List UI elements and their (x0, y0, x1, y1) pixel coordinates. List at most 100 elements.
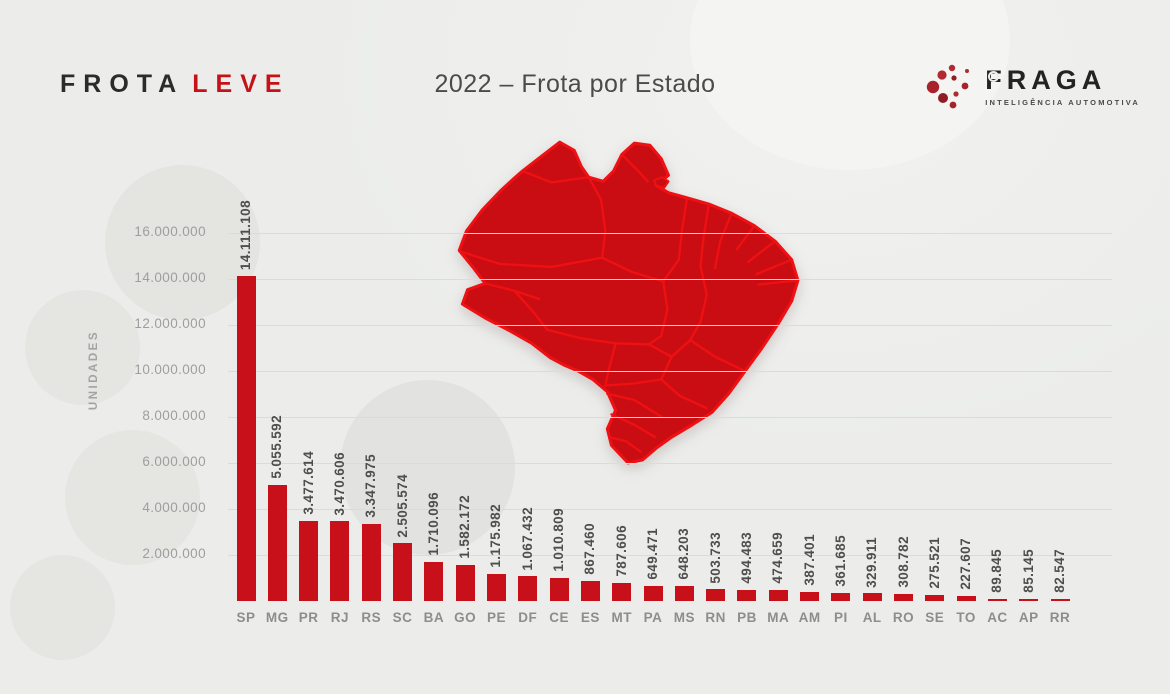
y-gridline (228, 509, 1112, 510)
fraga-logo: FRAGA INTELIGÊNCIA AUTOMOTIVA (923, 60, 1140, 114)
bar-ES (580, 581, 600, 601)
bar-value-label-ES: 867.460 (582, 523, 598, 576)
y-tick-label: 14.000.000 (134, 270, 206, 285)
x-tick-label-RO: RO (892, 610, 915, 625)
bar-value-label-BA: 1.710.096 (425, 492, 441, 556)
x-tick-label-PR: PR (298, 610, 319, 625)
fraga-logo-name: FRAGA (985, 67, 1140, 94)
bar-AL (862, 593, 882, 601)
bar-SC (393, 543, 413, 601)
bar-CE (549, 577, 569, 601)
bar-AM (800, 592, 820, 601)
bar-value-label-RJ: 3.470.606 (331, 451, 347, 516)
bar-PI (831, 592, 851, 601)
bar-value-label-SC: 2.505.574 (394, 473, 410, 538)
x-tick-label-AP: AP (1018, 610, 1039, 625)
bar-RR (1050, 598, 1070, 601)
bar-PA (643, 586, 663, 601)
x-tick-label-AM: AM (798, 610, 821, 625)
bar-value-label-CE: 1.010.809 (551, 508, 567, 572)
fraga-logo-text: FRAGA INTELIGÊNCIA AUTOMOTIVA (985, 67, 1140, 108)
y-tick-label: 6.000.000 (142, 454, 206, 469)
bar-PB (737, 589, 757, 601)
bar-TO (956, 595, 976, 601)
bar-RO (894, 593, 913, 601)
y-tick-label: 16.000.000 (134, 224, 206, 239)
bar-PR (299, 521, 319, 601)
x-tick-label-RJ: RJ (330, 610, 350, 625)
bar-value-label-RR: 82.547 (1052, 548, 1068, 593)
x-tick-label-AL: AL (862, 610, 882, 625)
bar-value-label-PI: 361.685 (832, 535, 848, 587)
y-gridline (228, 325, 1112, 326)
bar-value-label-AP: 85.145 (1020, 548, 1036, 593)
x-tick-label-BA: BA (423, 610, 445, 625)
bar-value-label-GO: 1.582.172 (457, 494, 473, 559)
x-tick-label-DF: DF (518, 610, 538, 625)
x-tick-label-MT: MT (611, 610, 632, 625)
bar-value-label-RO: 308.782 (895, 536, 911, 588)
bar-MA (768, 590, 788, 601)
bar-RS (361, 523, 381, 601)
x-tick-label-PI: PI (833, 610, 848, 625)
bar-RN (706, 589, 726, 601)
bar-DF (518, 576, 538, 601)
page-title: 2022 – Frota por Estado (434, 70, 716, 98)
x-tick-label-RN: RN (705, 610, 726, 625)
bar-MS (674, 586, 694, 601)
bar-value-label-MT: 787.606 (613, 525, 629, 577)
bar-value-label-RS: 3.347.975 (363, 454, 379, 518)
x-tick-label-SE: SE (925, 610, 945, 625)
x-tick-label-SP: SP (236, 610, 256, 625)
bar-value-label-PR: 3.477.614 (300, 451, 316, 516)
map-state-borders (459, 153, 800, 453)
fraga-logo-tagline: INTELIGÊNCIA AUTOMOTIVA (985, 98, 1140, 107)
bar-value-label-TO: 227.607 (958, 538, 974, 590)
brazil-map (457, 140, 800, 465)
x-tick-label-PA: PA (643, 610, 663, 625)
y-tick-label: 2.000.000 (142, 546, 206, 561)
bar-value-label-AL: 329.911 (864, 536, 880, 588)
bar-SE (925, 594, 945, 601)
fraga-dots-icon (927, 64, 970, 109)
y-gridline (228, 555, 1112, 556)
bar-SP (236, 276, 256, 601)
background-blob (10, 555, 115, 660)
brand-title: FROTA LEVE (60, 70, 290, 99)
background-blob (25, 290, 140, 405)
x-tick-label-PB: PB (737, 610, 757, 625)
bar-value-label-SP: 14.111.108 (238, 200, 253, 271)
bar-MT (612, 582, 632, 601)
x-tick-label-SC: SC (392, 610, 413, 625)
background-blob (65, 430, 200, 565)
fraga-f-ring-icon (988, 71, 1000, 82)
bar-value-label-PA: 649.471 (645, 528, 661, 581)
bar-AC (987, 598, 1007, 601)
fraga-wordmark: FRAGA (985, 65, 1107, 95)
y-tick-label: 8.000.000 (142, 408, 206, 423)
x-tick-label-ES: ES (580, 610, 600, 625)
y-gridline (228, 463, 1112, 464)
bar-value-label-AC: 89.845 (989, 548, 1005, 593)
bar-AP (1019, 598, 1039, 601)
bar-RJ (330, 521, 350, 601)
bar-value-label-RN: 503.733 (707, 531, 723, 584)
x-tick-label-RS: RS (361, 610, 382, 625)
bar-value-label-PB: 494.483 (738, 532, 754, 584)
y-tick-label: 12.000.000 (134, 316, 206, 331)
brand-frota: FROTA (60, 70, 185, 98)
x-tick-label-MA: MA (767, 610, 790, 625)
x-tick-label-CE: CE (549, 610, 569, 625)
marajo-island (652, 176, 670, 189)
brand-leve: LEVE (192, 70, 290, 98)
bar-value-label-SE: 275.521 (926, 537, 942, 589)
y-axis-title: UNIDADES (88, 330, 100, 411)
y-tick-label: 4.000.000 (142, 500, 206, 515)
brazil-outline (457, 140, 800, 465)
bar-value-label-MG: 5.055.592 (269, 415, 285, 479)
bar-value-label-DF: 1.067.432 (519, 506, 535, 571)
y-gridline (228, 371, 1112, 372)
bar-PE (486, 573, 506, 601)
bar-value-label-PE: 1.175.982 (488, 504, 504, 568)
